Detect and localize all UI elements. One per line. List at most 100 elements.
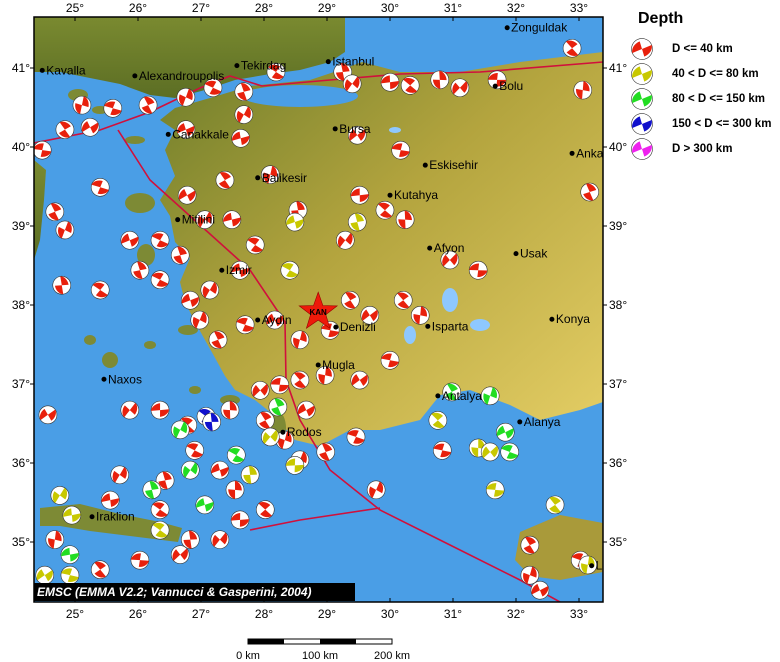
beachball-icon [255,500,275,519]
city-marker [569,150,575,156]
sea-of-marmara [242,85,358,107]
beachball-icon [38,405,58,425]
city-label: Kavalla [46,63,86,77]
epicenter-label: KAN [310,308,328,317]
legend-item: 150 < D <= 300 km [630,111,771,136]
city-marker [255,317,261,323]
city-label: Bursa [339,122,371,136]
beachball-icon [290,370,310,390]
beachball-icon [631,87,653,110]
beachball-icon [347,212,367,232]
lon-tick-label-bottom: 31° [444,607,462,621]
lakes [389,127,490,344]
city-label: Konya [556,312,590,326]
beachball-icon [393,290,413,310]
beachball-icon [185,441,204,460]
lat-tick-label-left: 35° [12,535,30,549]
city-label: Alexandroupolis [139,69,224,83]
beachball-icon [520,565,540,585]
beachball-icon [220,400,240,420]
land-thrace [34,17,345,98]
lon-tick-label-bottom: 28° [255,607,273,621]
lon-tick-label-top: 25° [66,1,84,15]
beachball-icon [120,400,140,420]
city-label: Balikesir [262,171,307,185]
beachball-icon [347,125,367,145]
city-marker [549,316,555,322]
beachball-icon [150,270,170,290]
beachball-icon [110,465,130,485]
beachball-icon [316,442,336,462]
beachball-icon [500,442,520,462]
beachball-icon [580,182,600,202]
beachball-icon [342,74,362,94]
beachball-icon [520,535,540,555]
city-marker [387,192,393,198]
beachball-icon [35,565,55,585]
beachball-icon [52,275,72,295]
lon-tick-label-bottom: 32° [507,607,525,621]
beachball-icon [428,411,448,430]
beachball-icon [350,185,370,205]
lon-tick-label-bottom: 30° [381,607,399,621]
city-marker [315,362,321,368]
beachball-icon [631,112,653,135]
beachball-icon [360,305,380,325]
beachball-icon [380,72,400,92]
city-marker [504,25,510,31]
beachball-icon [468,260,488,280]
beachball-icon [222,210,242,229]
beachball-icon [290,330,310,350]
beachball-icon [280,260,300,280]
beachball-icon [142,480,162,500]
beachball-icon [60,545,80,564]
beachball-icon [120,230,140,250]
lon-tick-label-bottom: 29° [318,607,336,621]
star-icon [298,291,339,330]
city-marker [435,393,441,399]
beachball-icon [180,290,200,310]
city-marker [101,376,107,382]
beachball-icon [226,445,246,465]
city-label: Li [596,559,605,573]
beachball-icon [103,98,123,118]
city-marker [333,324,339,330]
legend-label: 40 < D <= 80 km [672,67,759,80]
lon-tick-label-bottom: 27° [192,607,210,621]
beachball-icon [202,412,222,432]
city-marker [425,323,431,329]
beachball-icon [150,400,170,420]
beachball-icon [60,565,80,585]
city-marker [132,73,138,79]
beachball-icon [265,310,285,330]
beachball-icon [230,510,250,530]
city-marker [234,63,240,69]
beachball-icon [315,366,335,385]
city-marker [280,429,286,435]
beachball-icon [195,210,215,229]
legend-title: Depth [638,10,684,27]
beachball-icon [80,117,100,137]
beachball-icon [215,170,235,190]
lat-tick-label-left: 41° [12,61,30,75]
lat-tick-label-left: 37° [12,377,30,391]
beachball-icon [335,230,355,250]
city-marker [175,217,181,223]
beachball-icon [150,230,170,250]
legend-label: 150 < D <= 300 km [672,117,772,130]
city-marker [492,83,498,89]
beachball-icon [578,555,598,575]
beachball-icon [480,442,500,462]
beachball-icon [200,280,220,300]
beachball-icon [55,120,75,139]
city-label: Eskisehir [429,158,478,172]
beachball-icon [90,280,110,300]
beachball-icon [260,165,280,184]
city-marker [517,419,523,425]
beachball-icon [90,177,110,197]
beachball-icon [631,37,653,60]
graticule-ticks: 25° 25° 26° 26° 27° 27° 28° 28° 29° 29° 30° 30° 31° 3… [12,1,628,621]
beachball-icon [235,315,255,335]
map-frame [33,16,604,603]
city-label: Usak [520,247,548,261]
